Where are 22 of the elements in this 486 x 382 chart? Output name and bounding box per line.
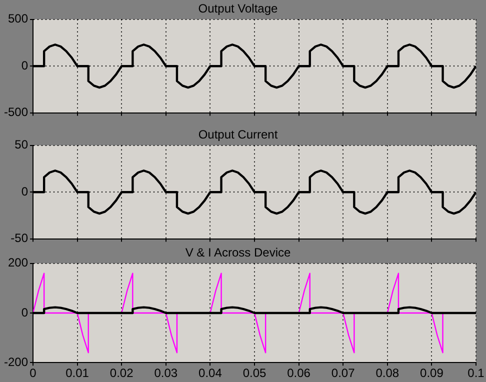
y-tick-label: 0 [21, 58, 28, 72]
x-tick-label: 0.07 [331, 366, 356, 380]
y-tick-label: -50 [10, 231, 28, 246]
y-tick-label: 0 [21, 305, 28, 320]
y-tick-label: 0 [21, 184, 28, 198]
x-tick-label: 0.05 [242, 366, 266, 380]
y-tick-label: -200 [4, 354, 28, 369]
x-tick-label: 0.09 [420, 366, 444, 380]
x-tick-label: 0.08 [376, 366, 400, 380]
x-tick-label: 0.01 [66, 366, 90, 380]
x-tick-label: 0.03 [154, 366, 178, 380]
y-tick-label: 500 [8, 12, 28, 26]
y-tick-label: 200 [8, 256, 28, 270]
chart-title: V & I Across Device [185, 246, 292, 260]
x-tick-label: 0.02 [110, 366, 134, 380]
chart-title: Output Voltage [198, 2, 278, 16]
x-tick-label: 0.06 [287, 366, 311, 380]
chart-title: Output Current [198, 128, 278, 142]
y-tick-label: -500 [4, 105, 28, 120]
y-tick-label: 50 [14, 138, 28, 152]
x-tick-label: 0.04 [198, 366, 222, 380]
x-tick-label: 0.1 [468, 366, 485, 380]
